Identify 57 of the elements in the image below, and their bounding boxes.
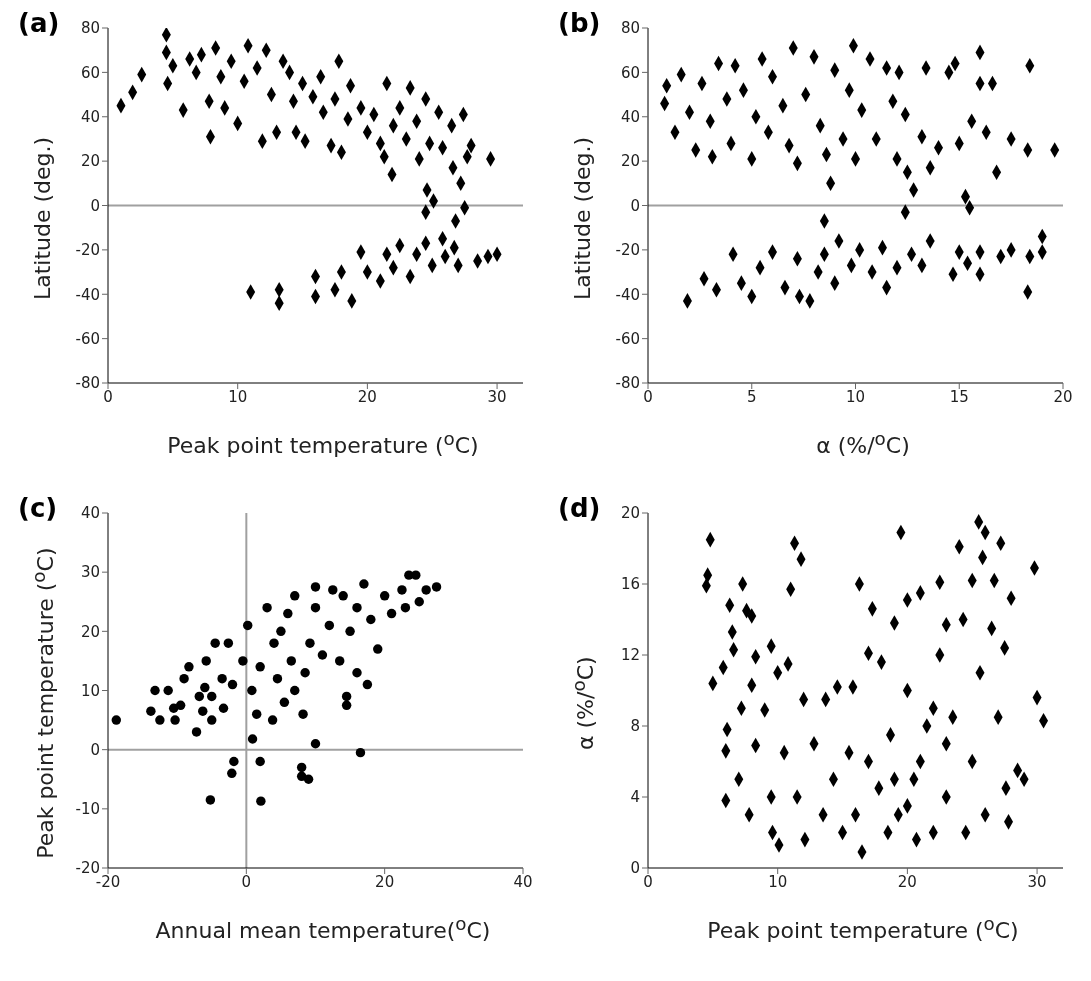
- y-tick-label: 20: [620, 504, 640, 523]
- y-tick-label: 0: [630, 859, 640, 878]
- y-tick-label: -60: [75, 329, 100, 348]
- y-tick-label: 20: [80, 152, 100, 171]
- x-tick-label: 15: [949, 387, 969, 406]
- y-tick-label: 0: [90, 740, 100, 759]
- y-tick-label: 40: [620, 108, 640, 127]
- y-tick-label: 40: [80, 504, 100, 523]
- x-tick-label: 5: [746, 387, 757, 406]
- y-tick-label: 20: [620, 152, 640, 171]
- x-tick-label: 0: [241, 872, 252, 891]
- x-tick-label: 20: [897, 872, 917, 891]
- x-axis-title: Peak point temperature ($^{o}$C): [706, 913, 1020, 944]
- x-tick-label: 30: [1027, 872, 1047, 891]
- y-tick-label: -60: [615, 329, 640, 348]
- y-tick-label: -40: [75, 285, 100, 304]
- y-tick-label: 20: [80, 622, 100, 641]
- y-axis-title: Latitude (deg.): [570, 136, 596, 300]
- y-tick-label: 80: [620, 19, 640, 38]
- x-tick-label: 10: [845, 387, 866, 406]
- x-tick-label: 40: [513, 872, 533, 891]
- y-tick-label: -10: [75, 800, 100, 819]
- y-tick-label: -20: [75, 241, 100, 260]
- y-tick-label: 0: [630, 196, 640, 215]
- y-tick-label: 0: [90, 196, 100, 215]
- y-tick-label: -80: [75, 374, 100, 393]
- y-tick-label: 60: [620, 63, 640, 82]
- x-tick-label: 10: [768, 872, 788, 891]
- y-tick-label: -20: [615, 241, 640, 260]
- x-axis-title: α (%/$^{o}$C): [815, 428, 911, 459]
- x-tick-label: 0: [103, 387, 113, 406]
- chart-title: (d): [558, 493, 601, 523]
- y-tick-label: 4: [630, 788, 640, 807]
- y-tick-label: 30: [80, 563, 100, 582]
- y-tick-label: 80: [80, 19, 100, 38]
- x-tick-label: 30: [487, 387, 507, 406]
- x-tick-label: 0: [643, 387, 653, 406]
- x-axis-title: Peak point temperature ($^{o}$C): [166, 428, 480, 459]
- chart-title: (c): [18, 493, 58, 523]
- y-axis-title: Latitude (deg.): [30, 136, 56, 300]
- y-tick-label: -80: [615, 374, 640, 393]
- x-axis-title: Annual mean temperature($^{o}$C): [154, 913, 492, 944]
- x-tick-label: 20: [357, 387, 377, 406]
- x-tick-label: 10: [228, 387, 248, 406]
- x-tick-label: 0: [643, 872, 653, 891]
- chart-title: (a): [18, 8, 60, 38]
- y-tick-label: 10: [80, 681, 100, 700]
- y-tick-label: -40: [615, 285, 640, 304]
- y-tick-label: 8: [630, 717, 640, 736]
- y-tick-label: 60: [80, 63, 100, 82]
- y-tick-label: 12: [620, 646, 640, 665]
- y-tick-label: 16: [620, 575, 640, 594]
- x-tick-label: 20: [1053, 387, 1073, 406]
- x-tick-label: 20: [375, 872, 395, 891]
- y-tick-label: -20: [75, 859, 100, 878]
- chart-title: (b): [558, 8, 601, 38]
- y-tick-label: 40: [80, 108, 100, 127]
